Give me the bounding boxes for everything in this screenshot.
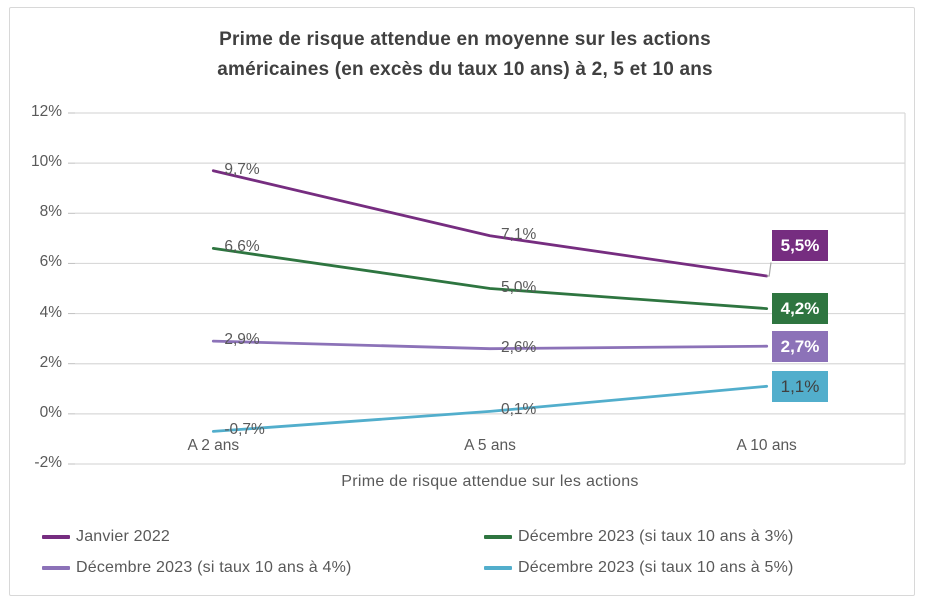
data-point-label: 7,1% — [501, 225, 537, 243]
legend-swatch-decembre-2023-5pct — [484, 566, 512, 570]
chart-frame — [9, 7, 915, 596]
legend-swatch-decembre-2023-3pct — [484, 535, 512, 539]
legend-item-decembre-2023-3pct: Décembre 2023 (si taux 10 ans à 3%) — [484, 527, 794, 547]
legend-label: Décembre 2023 (si taux 10 ans à 3%) — [518, 528, 794, 545]
x-axis-category-label: A 5 ans — [464, 437, 516, 454]
data-point-label: 0,1% — [501, 401, 537, 419]
data-point-label: -0,7% — [224, 421, 265, 439]
y-axis-tick-label: 6% — [39, 253, 62, 271]
data-point-label: 2,6% — [501, 338, 537, 356]
legend-label: Décembre 2023 (si taux 10 ans à 5%) — [518, 559, 794, 576]
end-value-badge: 5,5% — [772, 230, 828, 262]
legend-label: Janvier 2022 — [76, 528, 171, 545]
end-value-badge: 4,2% — [772, 293, 828, 325]
x-axis-category-label: A 10 ans — [736, 437, 797, 454]
end-value-badge: 1,1% — [772, 370, 828, 402]
legend-label: Décembre 2023 (si taux 10 ans à 4%) — [76, 559, 352, 576]
y-axis-tick-label: 4% — [39, 303, 62, 321]
legend-item-janvier-2022: Janvier 2022 — [42, 527, 170, 547]
legend-swatch-decembre-2023-4pct — [42, 566, 70, 570]
y-axis-tick-label: 12% — [30, 103, 62, 120]
x-axis-title: Prime de risque attendue sur les actions — [341, 473, 639, 490]
legend-item-decembre-2023-4pct: Décembre 2023 (si taux 10 ans à 4%) — [42, 558, 352, 578]
series-line-0 — [211, 169, 769, 278]
y-axis-tick-label: -2% — [34, 454, 62, 471]
chart-title: Prime de risque attendue en moyenne sur … — [60, 25, 870, 85]
series-line-2 — [211, 339, 769, 351]
end-value-badge: 2,7% — [772, 330, 828, 362]
y-axis-tick-label: 8% — [39, 203, 62, 221]
series-line-3 — [211, 384, 769, 433]
y-axis-tick-label: 10% — [30, 153, 62, 171]
legend-swatch-janvier-2022 — [42, 535, 70, 539]
chart-title-line-1: Prime de risque attendue en moyenne sur … — [219, 29, 711, 50]
y-axis-tick-label: 0% — [39, 403, 62, 421]
y-axis-tick-label: 2% — [39, 353, 62, 371]
data-point-label: 5,0% — [501, 278, 537, 296]
x-axis-category-label: A 2 ans — [187, 437, 240, 454]
data-point-label: 6,6% — [224, 238, 260, 256]
data-point-label: 2,9% — [224, 331, 260, 349]
data-point-label: 9,7% — [224, 160, 260, 178]
end-box-leader-line — [766, 262, 772, 277]
series-line-1 — [211, 246, 769, 311]
legend-item-decembre-2023-5pct: Décembre 2023 (si taux 10 ans à 5%) — [484, 558, 794, 578]
chart-title-line-2: américaines (en excès du taux 10 ans) à … — [217, 59, 713, 80]
